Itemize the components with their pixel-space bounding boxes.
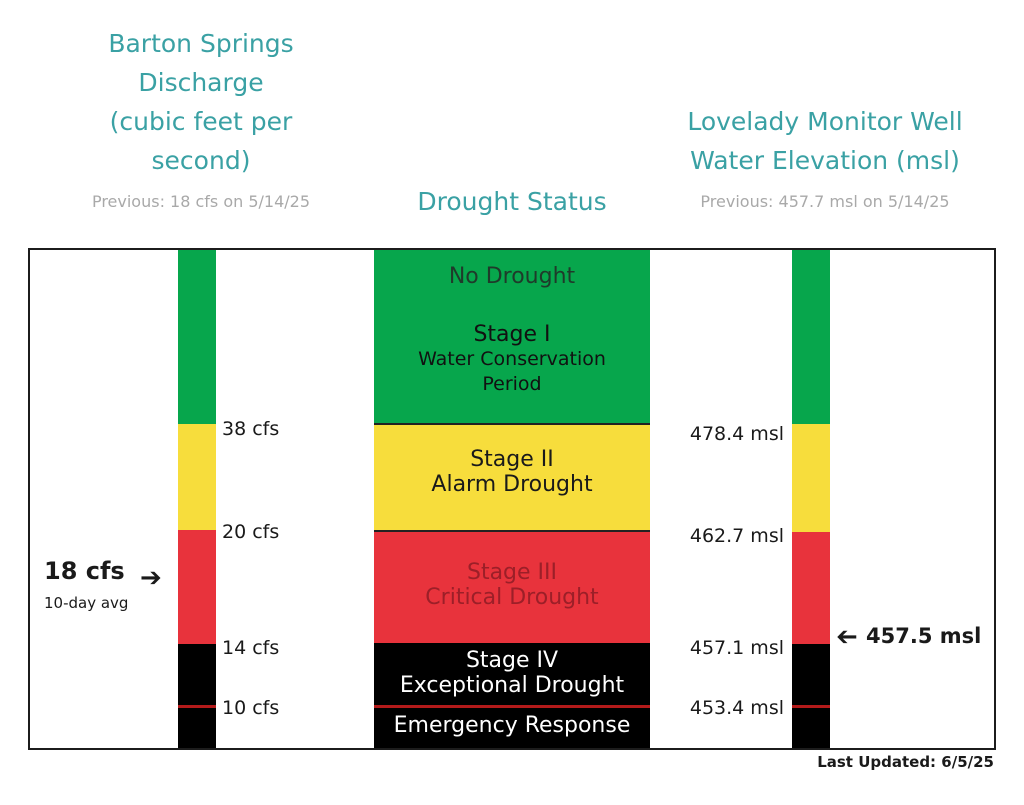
discharge-bar-red <box>178 530 216 644</box>
stage-1-sub2: Period <box>482 373 542 395</box>
stage-green-block <box>374 250 650 423</box>
well-threshold-457: 457.1 msl <box>689 637 784 659</box>
stage-column: No Drought Stage I Water Conservation Pe… <box>374 250 650 748</box>
stage-4: Stage IV Exceptional Drought <box>374 648 650 698</box>
stage-black-block <box>374 643 650 748</box>
stage-2-sub: Alarm Drought <box>431 472 593 497</box>
discharge-threshold-38: 38 cfs <box>222 418 280 440</box>
well-previous: Previous: 457.7 msl on 5/14/25 <box>700 192 950 211</box>
well-header: Lovelady Monitor Well Water Elevation (m… <box>660 102 990 180</box>
discharge-bar <box>178 250 216 748</box>
discharge-current-note: 10-day avg <box>44 594 129 612</box>
discharge-header: Barton Springs Discharge (cubic feet per… <box>60 24 342 180</box>
well-bar-green <box>792 250 830 424</box>
well-current-value: 457.5 msl <box>866 624 982 648</box>
discharge-bar-green <box>178 250 216 424</box>
discharge-current-arrow-icon: ➔ <box>140 563 162 593</box>
drought-status-title: Drought Status <box>417 187 607 216</box>
stage-4-title: Stage IV <box>465 648 559 673</box>
stage-2-title: Stage II <box>470 447 554 472</box>
stage-separator-2 <box>374 530 650 532</box>
well-threshold-478: 478.4 msl <box>689 423 784 445</box>
well-bar-emergency-line <box>792 705 830 708</box>
stage-no-drought-label: No Drought <box>448 264 576 289</box>
well-bar-red <box>792 532 830 644</box>
stage-1: Stage I Water Conservation Period <box>374 322 650 397</box>
stage-2: Stage II Alarm Drought <box>374 447 650 497</box>
stage-separator-1 <box>374 423 650 425</box>
discharge-header-line1: Barton Springs <box>108 29 294 58</box>
discharge-threshold-14: 14 cfs <box>222 637 280 659</box>
discharge-current-value: 18 cfs <box>44 557 125 585</box>
well-threshold-453: 453.4 msl <box>689 697 784 719</box>
well-bar-black <box>792 644 830 748</box>
stage-4-sub: Exceptional Drought <box>399 673 625 698</box>
discharge-bar-yellow <box>178 424 216 530</box>
stage-1-title: Stage I <box>473 322 551 347</box>
stage-no-drought: No Drought <box>374 264 650 289</box>
well-threshold-462: 462.7 msl <box>689 525 784 547</box>
discharge-header-line3: (cubic feet per <box>109 107 293 136</box>
discharge-bar-emergency-line <box>178 705 216 708</box>
stage-3-sub: Critical Drought <box>425 585 599 610</box>
stage-emergency-label: Emergency Response <box>393 713 631 738</box>
stage-3-title: Stage III <box>466 560 558 585</box>
well-header-line2: Water Elevation (msl) <box>690 146 960 175</box>
discharge-previous: Previous: 18 cfs on 5/14/25 <box>91 192 311 211</box>
discharge-threshold-20: 20 cfs <box>222 521 280 543</box>
well-header-line1: Lovelady Monitor Well <box>687 107 963 136</box>
well-bar-yellow <box>792 424 830 532</box>
discharge-threshold-10: 10 cfs <box>222 697 280 719</box>
stage-emergency: Emergency Response <box>374 713 650 738</box>
stage-emergency-line <box>374 705 650 708</box>
stage-1-sub1: Water Conservation <box>418 348 606 370</box>
stage-red-block <box>374 532 650 643</box>
well-bar <box>792 250 830 748</box>
stage-yellow-block <box>374 425 650 530</box>
discharge-header-line2: Discharge <box>138 68 264 97</box>
stage-3: Stage III Critical Drought <box>374 560 650 610</box>
discharge-header-line4: second) <box>151 146 251 175</box>
discharge-bar-black <box>178 644 216 748</box>
well-current-arrow-icon: ➔ <box>836 622 858 652</box>
drought-chart-frame <box>28 248 996 750</box>
last-updated: Last Updated: 6/5/25 <box>817 753 994 771</box>
